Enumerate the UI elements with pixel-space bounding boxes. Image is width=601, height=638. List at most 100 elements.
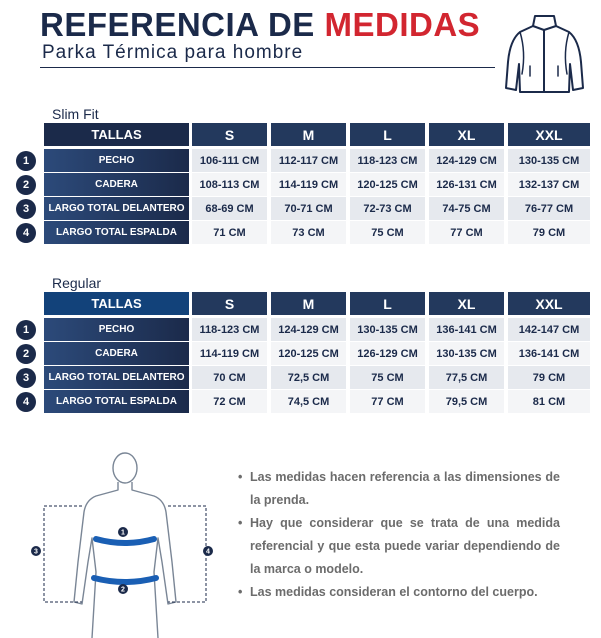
note-item: • Hay que considerar que se trata de una …: [238, 512, 560, 581]
row-label: CADERA: [44, 342, 189, 365]
marker-3-badge: [31, 546, 41, 556]
note-text: Las medidas consideran el contorno del c…: [250, 585, 538, 599]
title-divider: [40, 67, 495, 68]
header-size: L: [350, 123, 425, 146]
marker-2-label: 2: [121, 587, 125, 594]
marker-1-badge: [118, 527, 128, 537]
row-number-badge: 1: [16, 320, 36, 340]
header-size: L: [350, 292, 425, 315]
table-cell: 126-131 CM: [429, 173, 504, 196]
table-cell: 74,5 CM: [271, 390, 346, 413]
row-label: LARGO TOTAL ESPALDA: [44, 390, 189, 413]
body-figure: 1 2 3 4: [31, 452, 213, 638]
table-cell: 70-71 CM: [271, 197, 346, 220]
table-cell: 124-129 CM: [271, 318, 346, 341]
table-row: 1 PECHO 106-111 CM 112-117 CM 118-123 CM…: [16, 149, 590, 172]
marker-4-badge: [203, 546, 213, 556]
table-cell: 108-113 CM: [192, 173, 267, 196]
table-cell: 130-135 CM: [350, 318, 425, 341]
row-number-badge: 4: [16, 223, 36, 243]
table-cell: 72,5 CM: [271, 366, 346, 389]
table-cell: 72-73 CM: [350, 197, 425, 220]
row-number-badge: 3: [16, 199, 36, 219]
header-tallas: TALLAS: [44, 292, 189, 315]
header-size: M: [271, 123, 346, 146]
marker-4-label: 4: [206, 549, 210, 556]
table-cell: 118-123 CM: [350, 149, 425, 172]
table-cell: 136-141 CM: [429, 318, 504, 341]
table-cell: 120-125 CM: [271, 342, 346, 365]
bullet-icon: •: [238, 585, 243, 599]
note-text: Las medidas hacen referencia a las dimen…: [250, 470, 560, 507]
page-subtitle: Parka Térmica para hombre: [42, 42, 304, 63]
row-label: CADERA: [44, 173, 189, 196]
row-number-badge: 3: [16, 368, 36, 388]
row-label: LARGO TOTAL ESPALDA: [44, 221, 189, 244]
table-cell: 112-117 CM: [271, 149, 346, 172]
table-row: 2 CADERA 108-113 CM 114-119 CM 120-125 C…: [16, 173, 590, 196]
table-cell: 75 CM: [350, 366, 425, 389]
table-cell: 68-69 CM: [192, 197, 267, 220]
jacket-icon: [505, 15, 584, 93]
header-size: S: [192, 123, 267, 146]
table-cell: 77 CM: [350, 390, 425, 413]
table-cell: 114-119 CM: [271, 173, 346, 196]
title-accent: MEDIDAS: [324, 6, 481, 43]
table-cell: 106-111 CM: [192, 149, 267, 172]
table-row: 4 LARGO TOTAL ESPALDA 71 CM 73 CM 75 CM …: [16, 221, 590, 244]
row-number-badge: 1: [16, 151, 36, 171]
note-item: • Las medidas hacen referencia a las dime…: [238, 466, 560, 512]
row-number-badge: 4: [16, 392, 36, 412]
table-cell: 76-77 CM: [508, 197, 590, 220]
table-row: 4 LARGO TOTAL ESPALDA 72 CM 74,5 CM 77 C…: [16, 390, 590, 413]
table-cell: 114-119 CM: [192, 342, 267, 365]
marker-2-badge: [118, 584, 128, 594]
table-cell: 142-147 CM: [508, 318, 590, 341]
table-row: 1 PECHO 118-123 CM 124-129 CM 130-135 CM…: [16, 318, 590, 341]
note-item: • Las medidas consideran el contorno del …: [238, 581, 560, 604]
table-cell: 124-129 CM: [429, 149, 504, 172]
row-label: LARGO TOTAL DELANTERO: [44, 366, 189, 389]
table-cell: 130-135 CM: [429, 342, 504, 365]
header-tallas: TALLAS: [44, 123, 189, 146]
row-label: PECHO: [44, 318, 189, 341]
table-cell: 77,5 CM: [429, 366, 504, 389]
table-cell: 136-141 CM: [508, 342, 590, 365]
row-number-badge: 2: [16, 175, 36, 195]
notes-list: • Las medidas hacen referencia a las dime…: [238, 466, 560, 604]
table-cell: 126-129 CM: [350, 342, 425, 365]
table-cell: 72 CM: [192, 390, 267, 413]
header-size: XXL: [508, 292, 590, 315]
table-cell: 70 CM: [192, 366, 267, 389]
table-cell: 74-75 CM: [429, 197, 504, 220]
header-size: S: [192, 292, 267, 315]
table-cell: 120-125 CM: [350, 173, 425, 196]
bullet-icon: •: [238, 516, 243, 530]
note-text: Hay que considerar que se trata de una m…: [250, 516, 560, 576]
table-cell: 79 CM: [508, 366, 590, 389]
table-cell: 132-137 CM: [508, 173, 590, 196]
table-row: 2 CADERA 114-119 CM 120-125 CM 126-129 C…: [16, 342, 590, 365]
header-size: XL: [429, 292, 504, 315]
row-number-badge: 2: [16, 344, 36, 364]
table-row: 3 LARGO TOTAL DELANTERO 70 CM 72,5 CM 75…: [16, 366, 590, 389]
table-row: 3 LARGO TOTAL DELANTERO 68-69 CM 70-71 C…: [16, 197, 590, 220]
table-header: TALLAS S M L XL XXL: [16, 292, 590, 315]
table-cell: 71 CM: [192, 221, 267, 244]
table-cell: 118-123 CM: [192, 318, 267, 341]
table-cell: 79 CM: [508, 221, 590, 244]
header-size: XXL: [508, 123, 590, 146]
section-label-regular: Regular: [52, 275, 102, 291]
table-cell: 79,5 CM: [429, 390, 504, 413]
row-label: PECHO: [44, 149, 189, 172]
table-cell: 77 CM: [429, 221, 504, 244]
marker-1-label: 1: [121, 530, 125, 537]
table-cell: 75 CM: [350, 221, 425, 244]
header-size: M: [271, 292, 346, 315]
size-table-regular: TALLAS S M L XL XXL 1 PECHO 118-123 CM 1…: [16, 292, 590, 413]
size-table-slim-fit: TALLAS S M L XL XXL 1 PECHO 106-111 CM 1…: [16, 123, 590, 244]
table-cell: 81 CM: [508, 390, 590, 413]
header-size: XL: [429, 123, 504, 146]
table-cell: 73 CM: [271, 221, 346, 244]
section-label-slim-fit: Slim Fit: [52, 106, 99, 122]
